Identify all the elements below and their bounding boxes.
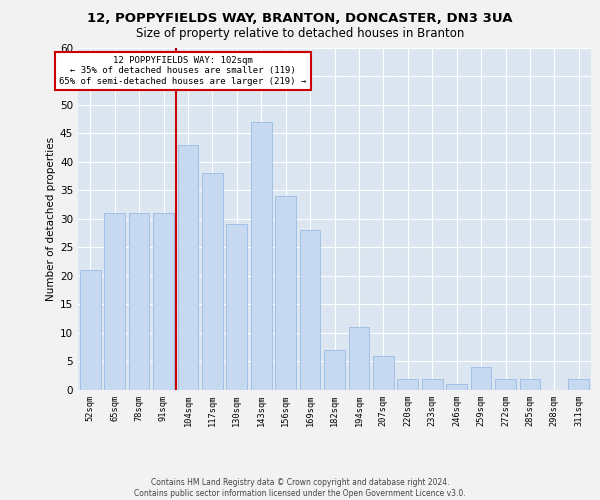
Text: 12, POPPYFIELDS WAY, BRANTON, DONCASTER, DN3 3UA: 12, POPPYFIELDS WAY, BRANTON, DONCASTER,… — [87, 12, 513, 26]
Bar — [226, 224, 247, 390]
Bar — [568, 378, 589, 390]
Bar — [349, 327, 370, 390]
Bar — [373, 356, 394, 390]
Text: Size of property relative to detached houses in Branton: Size of property relative to detached ho… — [136, 28, 464, 40]
Bar — [104, 213, 125, 390]
Bar — [470, 367, 491, 390]
Bar — [80, 270, 101, 390]
Bar — [324, 350, 345, 390]
Bar — [128, 213, 149, 390]
Bar — [299, 230, 320, 390]
Bar — [178, 144, 199, 390]
Bar — [153, 213, 174, 390]
Text: 12 POPPYFIELDS WAY: 102sqm
← 35% of detached houses are smaller (119)
65% of sem: 12 POPPYFIELDS WAY: 102sqm ← 35% of deta… — [59, 56, 307, 86]
Bar — [520, 378, 541, 390]
Bar — [397, 378, 418, 390]
Bar — [446, 384, 467, 390]
Y-axis label: Number of detached properties: Number of detached properties — [46, 136, 56, 301]
Bar — [495, 378, 516, 390]
Bar — [251, 122, 272, 390]
Bar — [202, 173, 223, 390]
Bar — [275, 196, 296, 390]
Bar — [422, 378, 443, 390]
Text: Contains HM Land Registry data © Crown copyright and database right 2024.
Contai: Contains HM Land Registry data © Crown c… — [134, 478, 466, 498]
